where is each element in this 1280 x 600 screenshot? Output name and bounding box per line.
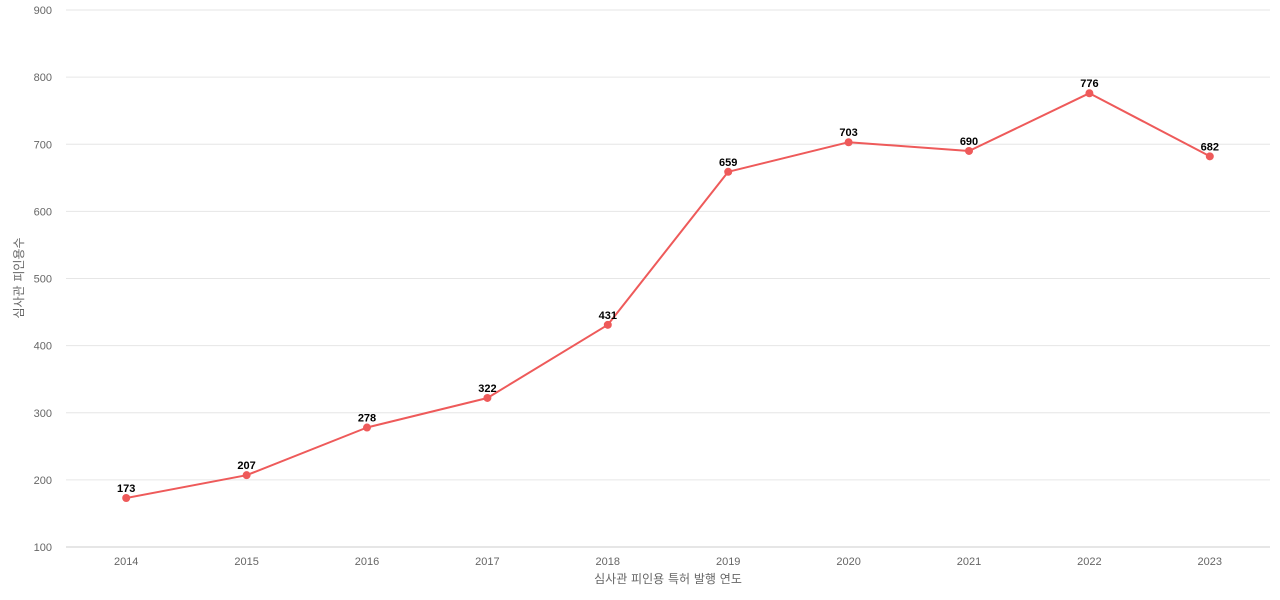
- x-tick-label: 2020: [836, 556, 860, 568]
- data-point[interactable]: [603, 320, 612, 329]
- data-point[interactable]: [122, 493, 131, 502]
- x-tick-label: 2021: [957, 556, 981, 568]
- x-tick-label: 2023: [1198, 556, 1222, 568]
- y-tick-label: 500: [34, 274, 52, 286]
- data-point[interactable]: [483, 393, 492, 402]
- data-label: 173: [117, 483, 135, 495]
- x-tick-label: 2017: [475, 556, 499, 568]
- x-tick-label: 2019: [716, 556, 740, 568]
- data-label: 682: [1201, 141, 1219, 153]
- y-tick-label: 800: [34, 72, 52, 84]
- data-label: 207: [237, 460, 255, 472]
- y-axis-title: 심사관 피인용수: [12, 237, 26, 318]
- data-label: 322: [478, 383, 496, 395]
- y-tick-label: 900: [34, 5, 52, 17]
- data-labels: 173 207 278 322 431 659 703 690 776 682: [117, 78, 1219, 495]
- x-axis-ticks: 2014 2015 2016 2017 2018 2019 2020 2021 2022 2023: [114, 556, 1222, 568]
- data-label: 776: [1080, 78, 1098, 90]
- gridlines: [66, 9, 1270, 548]
- x-tick-label: 2018: [596, 556, 620, 568]
- data-point[interactable]: [844, 138, 853, 147]
- data-label: 431: [599, 310, 617, 322]
- series-line: [125, 92, 1211, 499]
- y-tick-label: 600: [34, 206, 52, 218]
- data-point[interactable]: [363, 423, 371, 432]
- y-tick-label: 400: [34, 341, 52, 353]
- x-tick-label: 2016: [355, 556, 379, 568]
- x-tick-label: 2014: [114, 556, 138, 568]
- data-label: 703: [839, 127, 857, 139]
- data-point[interactable]: [1085, 89, 1094, 98]
- data-point[interactable]: [965, 146, 973, 155]
- y-tick-label: 200: [34, 475, 52, 487]
- x-axis-title: 심사관 피인용 특허 발행 연도: [594, 571, 742, 586]
- x-tick-label: 2015: [234, 556, 258, 568]
- series-layer: [122, 89, 1214, 502]
- y-tick-label: 300: [34, 408, 52, 420]
- x-tick-label: 2022: [1077, 556, 1101, 568]
- data-label: 690: [960, 136, 978, 148]
- data-label: 659: [719, 157, 737, 169]
- data-point[interactable]: [1205, 152, 1214, 161]
- data-label: 278: [358, 413, 376, 425]
- y-tick-label: 700: [34, 139, 52, 151]
- y-axis-ticks: 100 200 300 400 500 600 700 800 900: [34, 5, 52, 554]
- data-point[interactable]: [242, 471, 251, 480]
- y-tick-label: 100: [34, 542, 52, 554]
- data-point[interactable]: [724, 167, 733, 176]
